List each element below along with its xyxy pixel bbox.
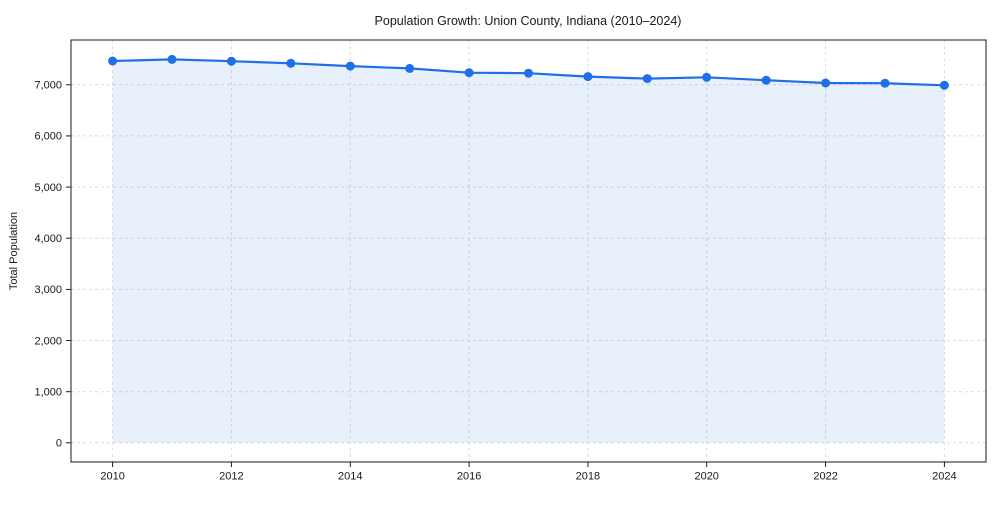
y-tick-label: 1,000: [34, 387, 62, 399]
data-point-marker: [761, 75, 771, 85]
data-point-marker: [939, 80, 949, 90]
data-point-marker: [464, 68, 474, 78]
data-point-marker: [405, 63, 415, 73]
data-point-marker: [286, 58, 296, 68]
x-tick-label: 2022: [813, 471, 837, 483]
y-tick-label: 5,000: [34, 182, 62, 194]
x-tick-label: 2024: [932, 471, 956, 483]
data-point-marker: [821, 78, 831, 88]
gridlines: [71, 40, 986, 462]
data-point-marker: [702, 72, 712, 82]
x-tick-label: 2016: [457, 471, 481, 483]
data-point-marker: [108, 56, 118, 66]
x-tick-label: 2010: [100, 471, 124, 483]
area-fill: [112, 59, 945, 443]
data-point-marker: [583, 72, 593, 82]
data-point-marker: [524, 68, 533, 78]
x-tick-label: 2014: [338, 471, 362, 483]
data-point-marker: [880, 78, 890, 88]
y-tick-label: 4,000: [34, 233, 62, 245]
x-tick-label: 2018: [576, 471, 600, 483]
x-tick-label: 2020: [694, 471, 718, 483]
y-axis-ticks: 0 1,000 2,000 3,000 4,000 5,000 6,000 7,000: [34, 80, 71, 450]
data-markers: [108, 54, 949, 90]
y-tick-label: 7,000: [34, 80, 62, 92]
y-tick-label: 0: [56, 438, 62, 450]
data-point-marker: [226, 56, 236, 66]
y-axis-label: Total Population: [8, 212, 20, 290]
plot-border: [70, 39, 987, 463]
x-tick-label: 2012: [219, 471, 243, 483]
y-tick-label: 3,000: [34, 284, 62, 296]
x-axis-ticks: 2010 2012 2014 2016 2018 2020 2022 2024: [100, 462, 957, 483]
data-point-marker: [167, 54, 177, 64]
data-point-marker: [642, 74, 652, 84]
y-tick-label: 2,000: [34, 335, 62, 347]
y-tick-label: 6,000: [34, 131, 62, 143]
chart-title: Population Growth: Union County, Indiana…: [375, 14, 682, 28]
data-point-marker: [345, 61, 355, 71]
